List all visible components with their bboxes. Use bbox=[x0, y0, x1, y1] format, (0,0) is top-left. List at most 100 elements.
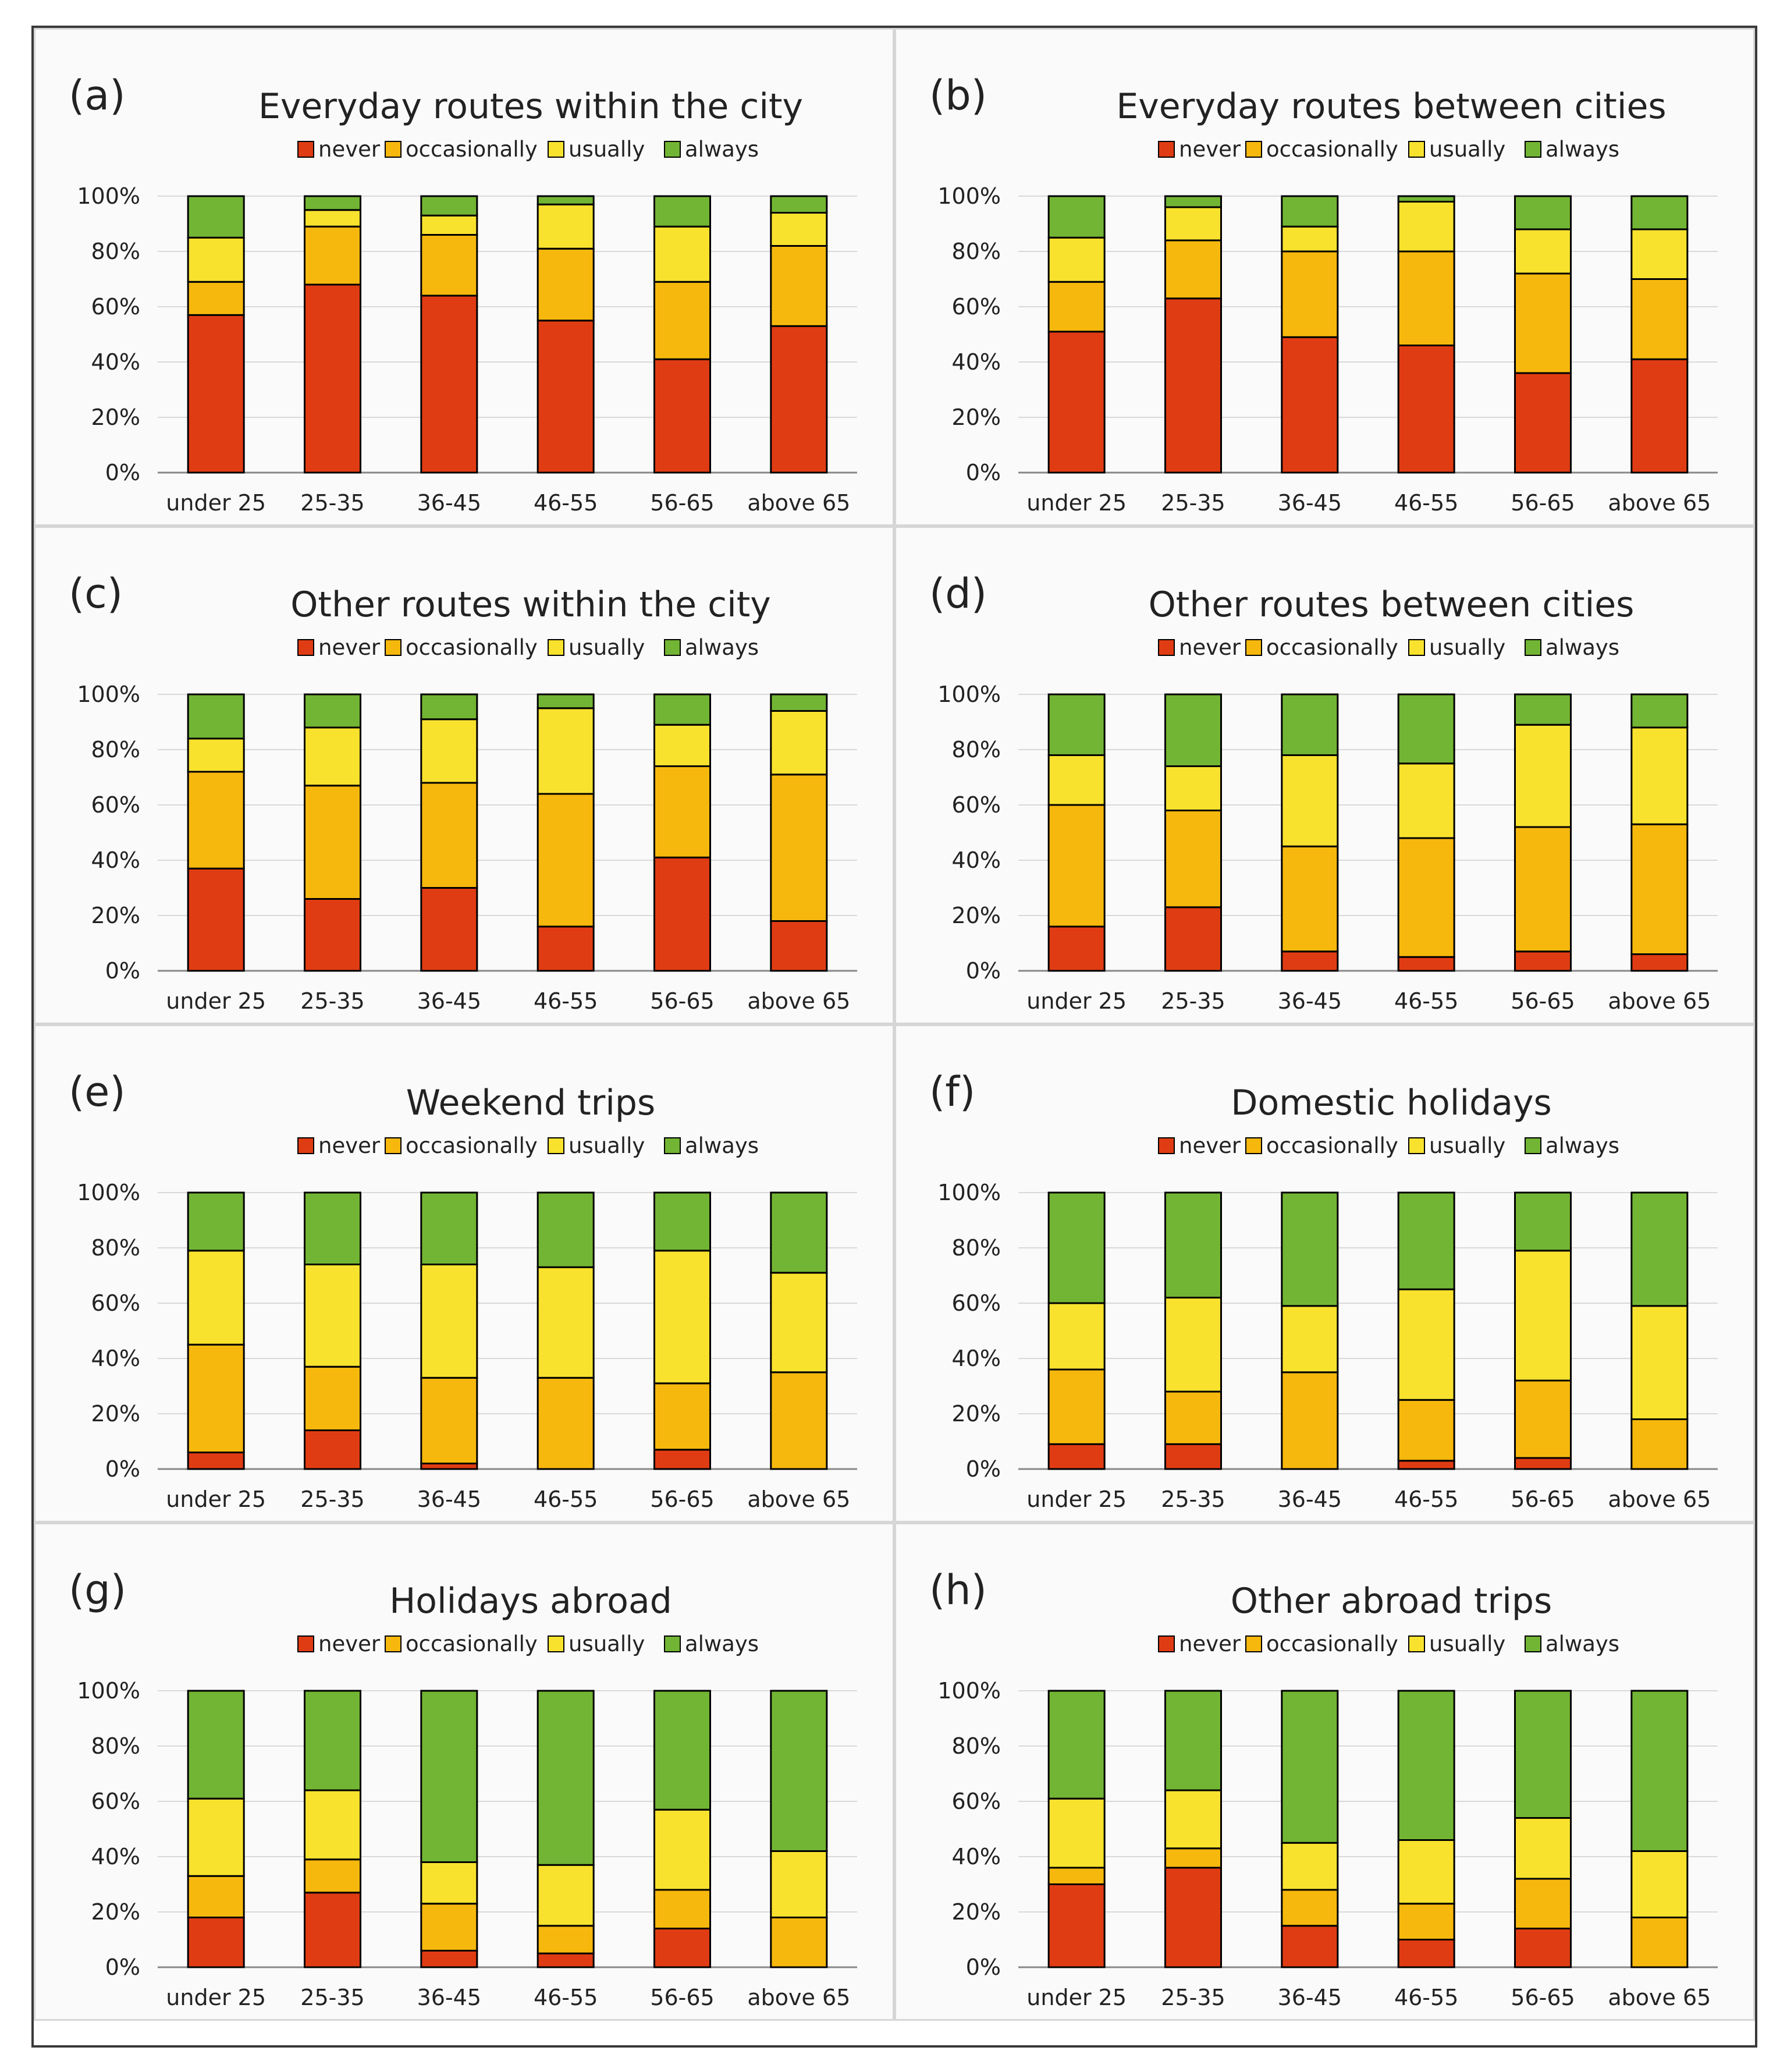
x-tick-label: 46-55 bbox=[1394, 490, 1458, 516]
stacked-bar bbox=[1630, 195, 1689, 474]
panel-label: (d) bbox=[929, 570, 987, 618]
bar-segment-always bbox=[1397, 1191, 1455, 1290]
bar-segment-usually bbox=[1047, 236, 1106, 283]
y-tick-label: 20% bbox=[952, 903, 1001, 928]
y-tick-label: 100% bbox=[77, 1180, 140, 1205]
bar-segment-always bbox=[537, 1690, 595, 1866]
bar-segment-always bbox=[1047, 1191, 1106, 1304]
legend-label-always: always bbox=[685, 1631, 759, 1656]
x-tick-label: 46-55 bbox=[534, 490, 598, 516]
legend-item: always bbox=[664, 1133, 759, 1158]
bar-segment-never bbox=[1397, 1939, 1455, 1968]
bar-segment-occasionally bbox=[1047, 1867, 1106, 1885]
y-tick-label: 100% bbox=[937, 1180, 1001, 1205]
bar-segment-occasionally bbox=[1397, 1903, 1455, 1940]
x-tick-label: 46-55 bbox=[1394, 1486, 1458, 1512]
bar-segment-never bbox=[420, 295, 478, 474]
bar-segment-usually bbox=[304, 1789, 361, 1861]
bar-segment-usually bbox=[537, 707, 595, 795]
stacked-bar bbox=[1164, 195, 1222, 474]
bar-segment-always bbox=[770, 1690, 828, 1852]
stacked-bar bbox=[537, 1690, 595, 1968]
stacked-bar bbox=[537, 1191, 595, 1470]
x-tick-label: 36-45 bbox=[1278, 1985, 1342, 2010]
bar-segment-usually bbox=[187, 737, 245, 773]
bar-segment-usually bbox=[537, 1266, 595, 1379]
x-tick-label: above 65 bbox=[1608, 490, 1711, 516]
bar-segment-always bbox=[1047, 1690, 1106, 1800]
legend-label-always: always bbox=[1545, 137, 1619, 162]
legend-swatch-occasionally bbox=[1245, 1137, 1262, 1154]
panel-label: (c) bbox=[69, 570, 123, 618]
y-tick-label: 0% bbox=[966, 958, 1001, 984]
y-tick-label: 60% bbox=[952, 1290, 1001, 1316]
y-tick-label: 60% bbox=[91, 1789, 140, 1814]
bar-segment-never bbox=[420, 887, 478, 972]
stacked-bar bbox=[1281, 195, 1339, 474]
bar-segment-usually bbox=[1630, 228, 1689, 280]
stacked-bar bbox=[653, 1191, 711, 1470]
bar-segment-occasionally bbox=[653, 1889, 711, 1929]
legend-item: never bbox=[1158, 635, 1241, 660]
x-tick-label: 25-35 bbox=[1161, 1486, 1225, 1512]
legend-item: occasionally bbox=[1245, 1133, 1398, 1158]
legend-label-usually: usually bbox=[569, 1133, 645, 1158]
stacked-bar bbox=[770, 1191, 828, 1470]
legend-label-never: never bbox=[318, 1631, 381, 1656]
y-tick-label: 100% bbox=[77, 682, 140, 707]
y-tick-label: 0% bbox=[105, 460, 140, 485]
bar-segment-never bbox=[304, 1892, 361, 1968]
bar-segment-always bbox=[653, 1191, 711, 1252]
y-tick-label: 100% bbox=[77, 183, 140, 209]
bar-segment-usually bbox=[1047, 754, 1106, 806]
stacked-bar bbox=[1047, 195, 1106, 474]
legend-item: usually bbox=[1408, 1133, 1505, 1158]
bar-segment-always bbox=[1164, 1191, 1222, 1298]
bar-segment-occasionally bbox=[1281, 1889, 1339, 1927]
bar-segment-always bbox=[1281, 195, 1339, 228]
legend-swatch-occasionally bbox=[1245, 141, 1262, 158]
bar-segment-always bbox=[187, 1690, 245, 1800]
x-tick-label: 46-55 bbox=[534, 1985, 598, 2010]
bar-segment-always bbox=[1630, 1690, 1689, 1852]
x-tick-label: 36-45 bbox=[417, 490, 481, 516]
y-tick-label: 60% bbox=[952, 792, 1001, 818]
y-tick-label: 80% bbox=[952, 239, 1001, 264]
y-tick-label: 20% bbox=[952, 405, 1001, 430]
stacked-bar bbox=[420, 1690, 478, 1968]
legend-swatch-always bbox=[664, 141, 681, 158]
bar-segment-never bbox=[1514, 1457, 1572, 1470]
y-tick-label: 40% bbox=[91, 349, 140, 375]
legend-swatch-occasionally bbox=[385, 639, 402, 656]
x-tick-label: 36-45 bbox=[417, 988, 481, 1014]
stacked-bar bbox=[420, 693, 478, 972]
panel-label: (e) bbox=[69, 1068, 126, 1116]
legend-item: always bbox=[1525, 137, 1619, 162]
x-tick-label: under 25 bbox=[1026, 1985, 1127, 2010]
bar-segment-never bbox=[304, 283, 361, 474]
stacked-bar bbox=[187, 195, 245, 474]
bar-segment-never bbox=[187, 1452, 245, 1470]
legend-label-usually: usually bbox=[1429, 137, 1505, 162]
bar-segment-never bbox=[653, 856, 711, 972]
x-tick-label: above 65 bbox=[747, 1486, 850, 1512]
y-tick-label: 20% bbox=[91, 405, 140, 430]
bar-segment-never bbox=[1164, 1867, 1222, 1968]
bar-segment-never bbox=[537, 925, 595, 972]
bar-segment-never bbox=[1281, 950, 1339, 972]
y-tick-label: 40% bbox=[952, 349, 1001, 375]
bar-segment-occasionally bbox=[1514, 826, 1572, 953]
legend-label-never: never bbox=[318, 137, 381, 162]
bar-segment-always bbox=[653, 195, 711, 228]
legend-item: always bbox=[664, 635, 759, 660]
bar-segment-occasionally bbox=[537, 1925, 595, 1954]
bar-segment-always bbox=[187, 1191, 245, 1252]
y-tick-label: 60% bbox=[91, 294, 140, 320]
bar-segment-occasionally bbox=[537, 793, 595, 928]
bar-segment-usually bbox=[1164, 1789, 1222, 1850]
x-tick-label: 56-65 bbox=[650, 988, 714, 1014]
bar-segment-usually bbox=[770, 710, 828, 776]
legend-swatch-usually bbox=[1408, 1635, 1425, 1652]
stacked-bar bbox=[1281, 693, 1339, 972]
